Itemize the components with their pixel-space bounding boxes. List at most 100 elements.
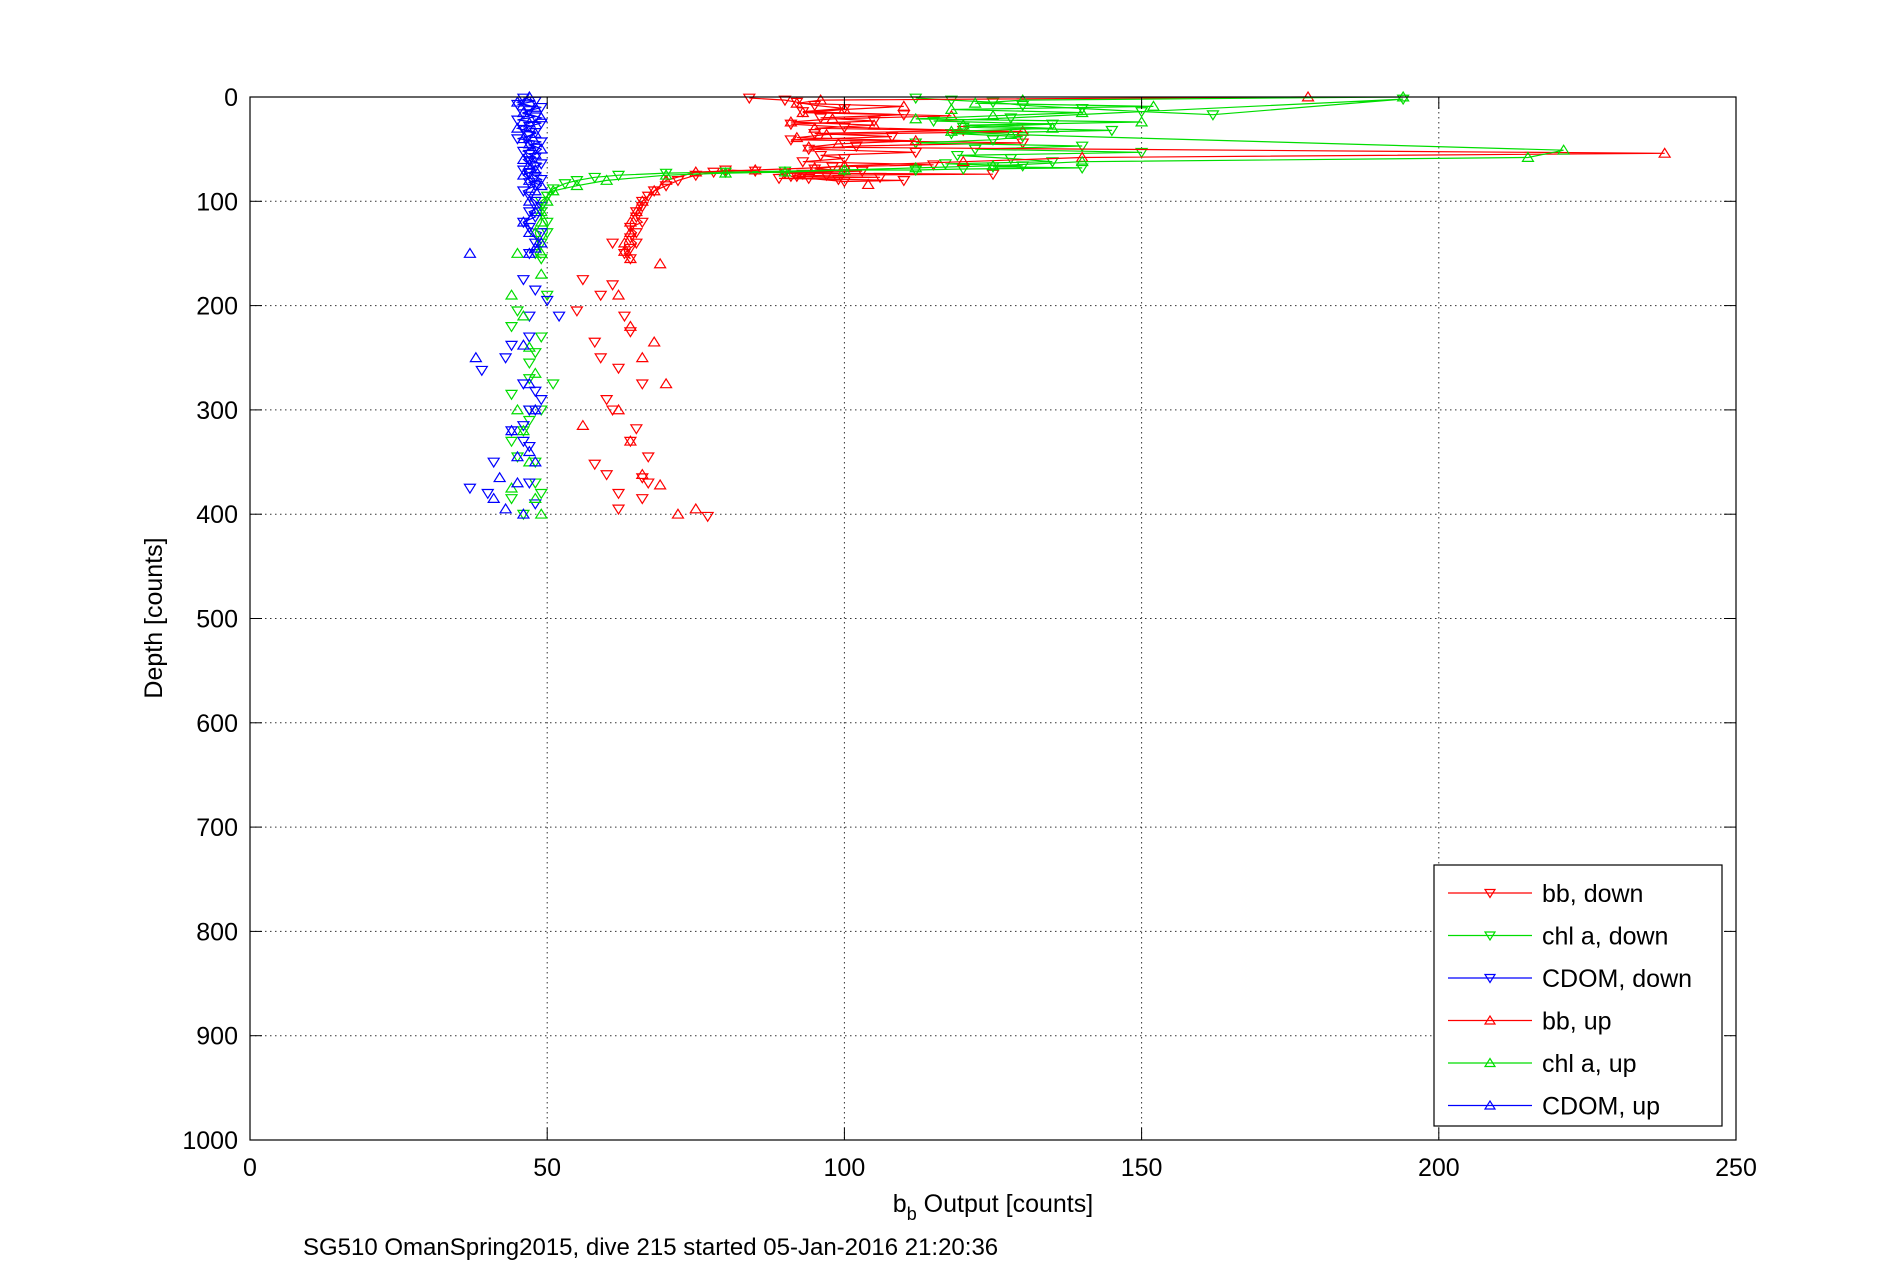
- data-point: [1557, 144, 1571, 155]
- data-point: [968, 144, 982, 156]
- data-point: [534, 236, 548, 248]
- data-point: [600, 395, 614, 406]
- data-point: [606, 280, 620, 291]
- data-point: [481, 488, 495, 500]
- data-point: [772, 173, 786, 185]
- data-point: [814, 150, 828, 162]
- data-point: [802, 140, 816, 152]
- data-point: [510, 99, 525, 111]
- data-point: [1206, 110, 1220, 121]
- series-line: [623, 97, 1023, 260]
- data-point: [534, 247, 548, 258]
- data-point: [528, 499, 542, 510]
- data-point: [588, 337, 602, 349]
- data-point: [718, 167, 733, 178]
- y-tick-label: 300: [196, 397, 238, 425]
- x-axis-label-rest: Output [counts]: [917, 1190, 1094, 1218]
- data-point: [814, 94, 828, 105]
- data-point: [475, 365, 489, 377]
- data-point: [784, 135, 798, 146]
- y-tick-label: 100: [196, 188, 238, 216]
- data-point: [837, 163, 851, 175]
- legend-label: bb, up: [1542, 1008, 1612, 1036]
- data-point: [510, 247, 525, 258]
- data-point: [623, 327, 637, 338]
- data-point: [516, 216, 531, 227]
- data-point: [463, 247, 477, 258]
- data-point: [671, 508, 685, 519]
- data-point: [510, 403, 525, 415]
- data-point: [504, 340, 519, 352]
- data-point: [986, 135, 1000, 146]
- data-point: [956, 155, 970, 167]
- data-point: [522, 478, 536, 489]
- series-4: [504, 90, 1571, 519]
- data-point: [522, 332, 536, 343]
- data-point: [629, 424, 643, 435]
- data-point: [647, 336, 661, 347]
- legend-marker: [1483, 888, 1497, 899]
- data-point: [623, 216, 637, 227]
- data-point: [986, 169, 1000, 181]
- data-point: [689, 502, 703, 514]
- data-point: [522, 226, 536, 238]
- data-point: [611, 504, 626, 516]
- data-point: [522, 358, 536, 370]
- data-point: [516, 424, 531, 436]
- data-point: [510, 122, 525, 133]
- data-point: [909, 93, 923, 105]
- data-point: [528, 148, 542, 159]
- data-point: [522, 137, 536, 149]
- data-point: [808, 129, 822, 140]
- data-point: [522, 441, 536, 453]
- data-point: [689, 166, 703, 177]
- data-point: [534, 332, 548, 343]
- data-point: [1004, 128, 1018, 139]
- data-point: [635, 494, 649, 505]
- data-point: [516, 153, 531, 165]
- legend-label: bb, down: [1542, 880, 1643, 908]
- series-line: [517, 97, 543, 254]
- data-point: [522, 116, 536, 128]
- data-point: [909, 165, 923, 177]
- legend-label: chl a, down: [1542, 923, 1668, 951]
- data-point: [1658, 147, 1672, 158]
- data-point: [837, 103, 851, 114]
- data-point: [635, 195, 649, 206]
- data-point: [944, 103, 958, 114]
- y-tick-label: 400: [196, 501, 238, 529]
- data-point: [528, 455, 542, 467]
- data-point: [516, 339, 531, 350]
- data-point: [570, 179, 584, 191]
- data-point: [635, 351, 649, 363]
- data-point: [986, 109, 1000, 121]
- data-point: [558, 179, 572, 190]
- x-tick-label: 250: [1715, 1154, 1757, 1182]
- y-tick-label: 600: [196, 710, 238, 738]
- data-point: [653, 478, 667, 490]
- data-point: [504, 494, 519, 505]
- data-point: [528, 205, 542, 217]
- data-point: [516, 109, 531, 120]
- data-point: [522, 374, 536, 385]
- data-point: [885, 132, 899, 143]
- data-point: [528, 127, 542, 138]
- data-point: [808, 122, 822, 133]
- legend-label: chl a, up: [1542, 1050, 1637, 1078]
- data-point: [861, 178, 875, 190]
- legend-marker: [1483, 1057, 1497, 1068]
- y-tick-label: 700: [196, 814, 238, 842]
- data-point: [1521, 151, 1535, 162]
- data-point: [528, 492, 542, 504]
- data-point: [1004, 154, 1018, 165]
- data-point: [873, 172, 887, 184]
- data-point: [504, 322, 519, 333]
- y-tick-label: 500: [196, 606, 238, 634]
- data-point: [510, 476, 525, 488]
- data-point: [540, 295, 554, 307]
- data-point: [516, 508, 531, 519]
- data-point: [534, 508, 548, 519]
- data-point: [522, 341, 536, 352]
- data-point: [1004, 113, 1018, 124]
